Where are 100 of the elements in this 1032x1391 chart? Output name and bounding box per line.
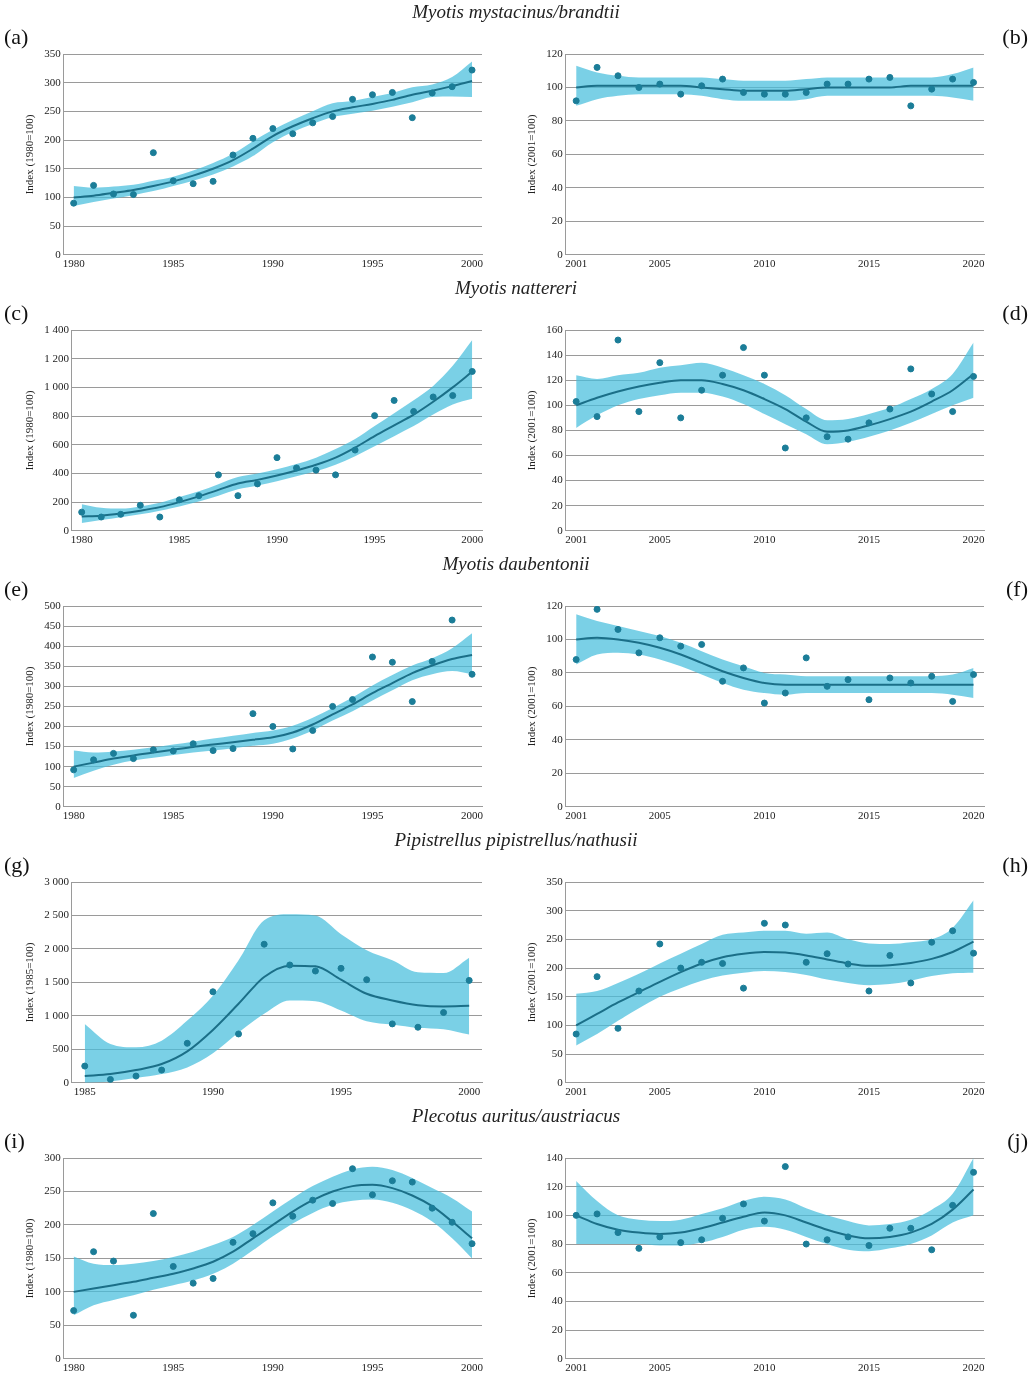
point <box>158 1066 166 1074</box>
point <box>249 710 257 718</box>
point <box>214 471 222 479</box>
point <box>802 654 810 662</box>
y-tick-label: 600 <box>52 437 70 450</box>
point <box>677 414 685 422</box>
point <box>802 88 810 96</box>
y-tick-label: 300 <box>44 75 62 88</box>
point <box>739 664 747 672</box>
y-tick-label: 50 <box>551 1047 564 1059</box>
y-tick-label: 250 <box>44 699 62 712</box>
y-tick-label: 350 <box>546 874 564 887</box>
point <box>970 671 978 679</box>
point <box>337 964 345 972</box>
point <box>865 696 873 704</box>
point <box>928 672 936 680</box>
x-tick-label: 2020 <box>962 1361 986 1374</box>
point <box>635 649 643 657</box>
y-tick-label: 60 <box>551 147 564 160</box>
y-tick-label: 1 500 <box>44 975 70 988</box>
point <box>234 492 242 500</box>
y-tick-label: 200 <box>44 132 62 145</box>
point <box>719 959 727 967</box>
point <box>149 149 157 157</box>
text: (i) <box>4 1128 25 1154</box>
y-tick-label: 1 200 <box>44 351 70 364</box>
y-tick-label: 200 <box>546 960 564 973</box>
x-tick-label: 2010 <box>753 1361 776 1374</box>
point <box>329 113 337 121</box>
text: (g) <box>4 852 30 878</box>
y-tick-label: 50 <box>49 779 62 792</box>
point <box>865 1241 873 1249</box>
point <box>907 1224 915 1232</box>
point <box>719 1214 727 1222</box>
y-axis-title: Index (1980=100) <box>23 666 37 747</box>
point <box>70 766 78 774</box>
y-tick-label: 300 <box>44 1150 62 1163</box>
point <box>656 940 664 948</box>
point <box>309 727 317 734</box>
point <box>468 66 476 74</box>
x-tick-label: 2010 <box>753 257 776 270</box>
point <box>949 75 957 83</box>
point <box>253 480 261 488</box>
point <box>970 949 978 957</box>
point <box>195 492 203 500</box>
x-tick-label: 1985 <box>162 1361 185 1374</box>
point <box>428 89 436 97</box>
point <box>289 130 297 138</box>
x-tick-label: 2000 <box>461 809 484 822</box>
x-tick-label: 2001 <box>565 809 588 822</box>
point <box>593 1210 601 1218</box>
x-tick-label: 2010 <box>753 809 776 822</box>
point <box>408 698 416 706</box>
point <box>329 1200 337 1208</box>
y-tick-label: 20 <box>551 498 564 511</box>
point <box>572 1211 580 1219</box>
point <box>698 958 706 966</box>
x-tick-label: 2001 <box>565 257 588 270</box>
x-tick-label: 2015 <box>857 1361 881 1374</box>
y-tick-label: 160 <box>546 322 564 335</box>
y-tick-label: 0 <box>557 799 564 812</box>
point <box>614 1229 622 1237</box>
point <box>169 1262 177 1270</box>
point <box>311 967 319 975</box>
x-tick-label: 2010 <box>753 1085 776 1098</box>
y-tick-label: 2 500 <box>44 908 70 921</box>
point <box>907 679 915 687</box>
x-tick-label: 2015 <box>857 809 881 822</box>
point <box>844 676 852 684</box>
y-tick-label: 40 <box>551 180 564 193</box>
point <box>249 1230 257 1238</box>
point <box>309 1196 317 1204</box>
x-tick-label: 1995 <box>361 1361 384 1374</box>
text: (b) <box>1002 24 1028 50</box>
point <box>844 1233 852 1241</box>
point <box>970 372 978 380</box>
y-tick-label: 150 <box>546 989 564 1002</box>
text: (d) <box>1002 300 1028 326</box>
point <box>635 408 643 416</box>
x-tick-label: 2020 <box>962 1085 986 1098</box>
y-tick-label: 800 <box>52 408 70 421</box>
x-tick-label: 1985 <box>162 809 185 822</box>
y-tick-label: 0 <box>557 1075 564 1088</box>
point <box>349 1165 357 1173</box>
point <box>269 722 277 730</box>
y-tick-label: 1 000 <box>44 1008 70 1021</box>
point <box>363 976 371 984</box>
point <box>572 1030 580 1038</box>
point <box>286 961 294 969</box>
x-tick-label: 2000 <box>458 1085 481 1098</box>
y-tick-label: 500 <box>44 598 62 611</box>
y-tick-label: 0 <box>55 799 62 812</box>
x-tick-label: 1980 <box>62 809 86 822</box>
y-axis-title: Index (1980=100) <box>23 390 37 471</box>
y-tick-label: 120 <box>546 373 564 386</box>
point <box>110 749 117 757</box>
point <box>169 177 177 185</box>
point <box>235 1030 243 1038</box>
y-tick-label: 60 <box>551 448 564 461</box>
text: (j) <box>1007 1128 1028 1154</box>
